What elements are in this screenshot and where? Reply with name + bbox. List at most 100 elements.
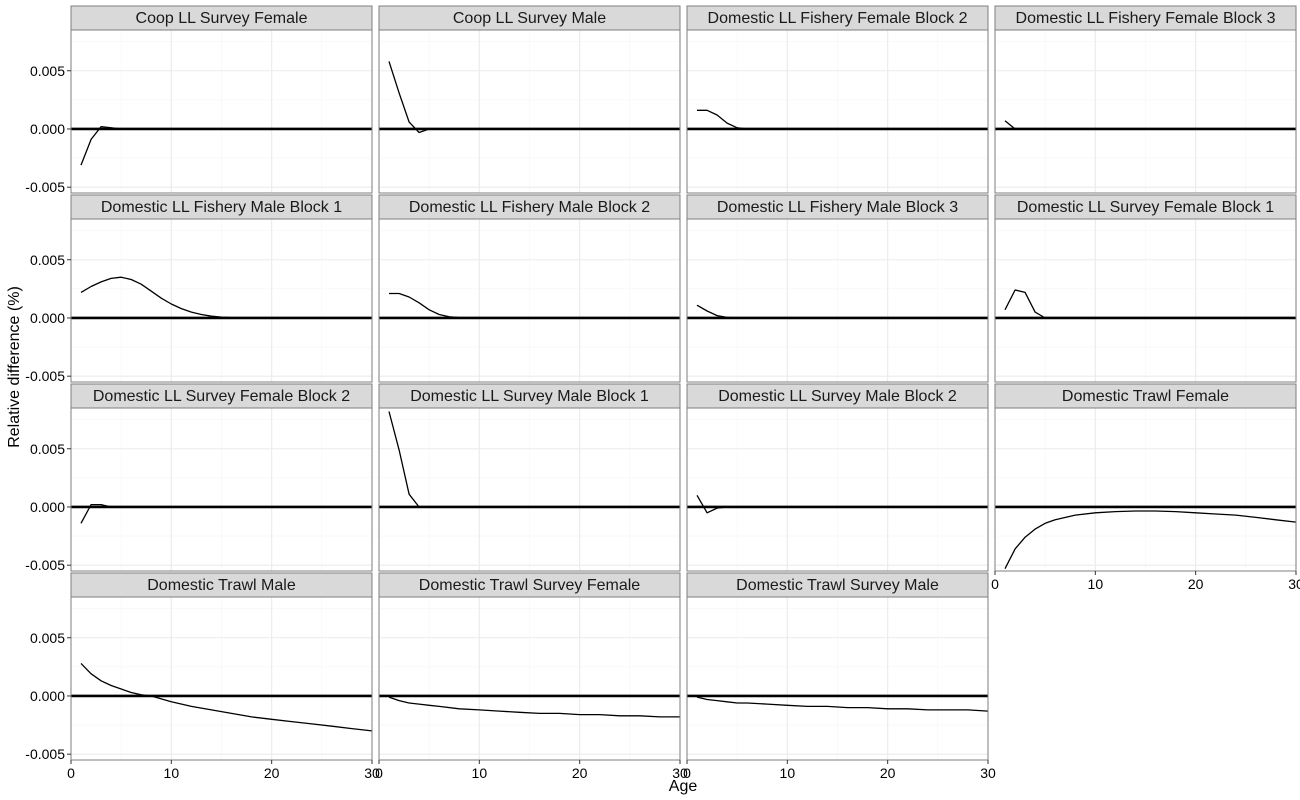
facet-strip-label: Domestic Trawl Female (1062, 388, 1229, 405)
facet-strip-label: Coop LL Survey Female (136, 10, 308, 27)
x-tick-label: 0 (683, 765, 691, 781)
panels-layer: Coop LL Survey Female-0.0050.0000.005Coo… (25, 5, 1300, 781)
panel-border (70, 29, 373, 194)
y-tick-label: -0.005 (25, 557, 65, 573)
facet-strip (994, 5, 1297, 31)
facet-panel: Domestic LL Fishery Female Block 3 (994, 5, 1297, 194)
panel-border (994, 29, 1297, 194)
x-tick-label: 10 (164, 765, 180, 781)
facet-panel: Domestic LL Survey Female Block 2 -0.005 0… (25, 383, 373, 573)
facet-strip-label: Domestic LL Fishery Male Block 3 (717, 199, 958, 216)
series-line (80, 662, 373, 732)
y-tick-label: -0.005 (25, 179, 65, 195)
y-tick-label: 0.000 (30, 121, 65, 137)
series-line (388, 61, 430, 134)
facet-panel: Domestic Trawl Female 0 10 20 30 (991, 383, 1300, 592)
facet-panel: Domestic LL Fishery Male Block 2 (378, 194, 681, 383)
series-line (696, 696, 989, 712)
facet-panel: Domestic LL Fishery Male Block 1 -0.005 0.… (25, 194, 373, 384)
panel-border (378, 596, 681, 761)
x-tick-label: 30 (364, 765, 380, 781)
x-tick-label: 20 (264, 765, 280, 781)
y-tick-label: 0.000 (30, 310, 65, 326)
facet-strip (378, 572, 681, 598)
x-tick-label: 30 (980, 765, 996, 781)
panel-border (686, 596, 989, 761)
facet-panel: Domestic Trawl Survey Female 0 10 20 30 (375, 572, 688, 781)
panel-border (686, 218, 989, 383)
series-line (696, 494, 728, 514)
facet-panel: Domestic Trawl Male -0.005 0.000 0.005 0 10 20… (25, 572, 380, 781)
facet-strip-label: Coop LL Survey Male (453, 10, 606, 27)
facet-strip-label: Domestic LL Survey Male Block 1 (410, 388, 649, 405)
y-tick-label: 0.000 (30, 688, 65, 704)
x-tick-label: 10 (1088, 576, 1104, 592)
facet-strip (378, 194, 681, 220)
facet-panel: Domestic LL Fishery Male Block 3 (686, 194, 989, 383)
series-line (80, 503, 112, 524)
facet-strip (378, 5, 681, 31)
panel-border (686, 29, 989, 194)
series-line (388, 696, 680, 718)
x-tick-label: 20 (880, 765, 896, 781)
series-line (80, 276, 252, 319)
series-line (80, 125, 122, 166)
x-tick-label: 30 (1288, 576, 1300, 592)
panel-border (994, 218, 1297, 383)
series-line (1004, 289, 1046, 319)
facet-strip (686, 5, 989, 31)
panel-border (686, 407, 989, 572)
x-tick-label: 20 (1188, 576, 1204, 592)
y-tick-label: 0.000 (30, 499, 65, 515)
panel-border (70, 596, 373, 761)
y-tick-label: 0.005 (30, 630, 65, 646)
x-tick-label: 0 (991, 576, 999, 592)
y-tick-label: 0.005 (30, 441, 65, 457)
facet-strip (686, 572, 989, 598)
facet-strip (378, 383, 681, 409)
facet-strip (686, 194, 989, 220)
facet-strip-label: Domestic LL Fishery Female Block 3 (1016, 10, 1276, 27)
facet-strip-label: Domestic Trawl Male (147, 577, 296, 594)
y-axis-title: Relative difference (%) (6, 286, 23, 448)
facet-strip-label: Domestic Trawl Survey Female (419, 577, 640, 594)
series-line (389, 292, 480, 319)
facet-strip (70, 572, 373, 598)
facet-strip (994, 194, 1297, 220)
facet-panel: Domestic LL Fishery Female Block 2 (686, 5, 989, 194)
facet-strip-label: Domestic LL Fishery Male Block 2 (409, 199, 650, 216)
y-tick-label: -0.005 (25, 746, 65, 762)
facet-panel: Domestic LL Survey Male Block 1 (378, 383, 681, 572)
panel-border (70, 218, 373, 383)
facet-strip-label: Domestic LL Survey Female Block 1 (1017, 199, 1274, 216)
facet-panel: Domestic LL Survey Male Block 2 (686, 383, 989, 572)
panel-border (378, 407, 681, 572)
facet-panel: Domestic Trawl Survey Male 0 10 20 30 (683, 572, 996, 781)
x-tick-label: 10 (472, 765, 488, 781)
facet-strip (70, 194, 373, 220)
facet-strip-label: Domestic Trawl Survey Male (736, 577, 939, 594)
x-axis-title: Age (669, 778, 698, 795)
x-tick-label: 30 (672, 765, 688, 781)
facet-strip-label: Domestic LL Survey Female Block 2 (93, 388, 350, 405)
x-tick-label: 10 (780, 765, 796, 781)
x-tick-label: 0 (67, 765, 75, 781)
y-tick-label: 0.005 (30, 252, 65, 268)
facet-strip-label: Domestic LL Survey Male Block 2 (718, 388, 957, 405)
series-line (1004, 120, 1016, 130)
panel-border (378, 218, 681, 383)
y-tick-label: 0.005 (30, 63, 65, 79)
facet-panel: Coop LL Survey Male (378, 5, 681, 194)
facet-strip (70, 5, 373, 31)
facet-panel: Coop LL Survey Female -0.005 0.000 0.005 (25, 5, 373, 195)
series-line (696, 304, 748, 319)
series-line (388, 411, 420, 508)
facet-strip-label: Domestic LL Fishery Female Block 2 (708, 10, 968, 27)
panel-border (994, 407, 1297, 572)
series-line (1004, 510, 1297, 569)
facet-strip-label: Domestic LL Fishery Male Block 1 (101, 199, 342, 216)
facet-panel: Domestic LL Survey Female Block 1 (994, 194, 1297, 383)
panel-border (378, 29, 681, 194)
x-tick-label: 20 (572, 765, 588, 781)
